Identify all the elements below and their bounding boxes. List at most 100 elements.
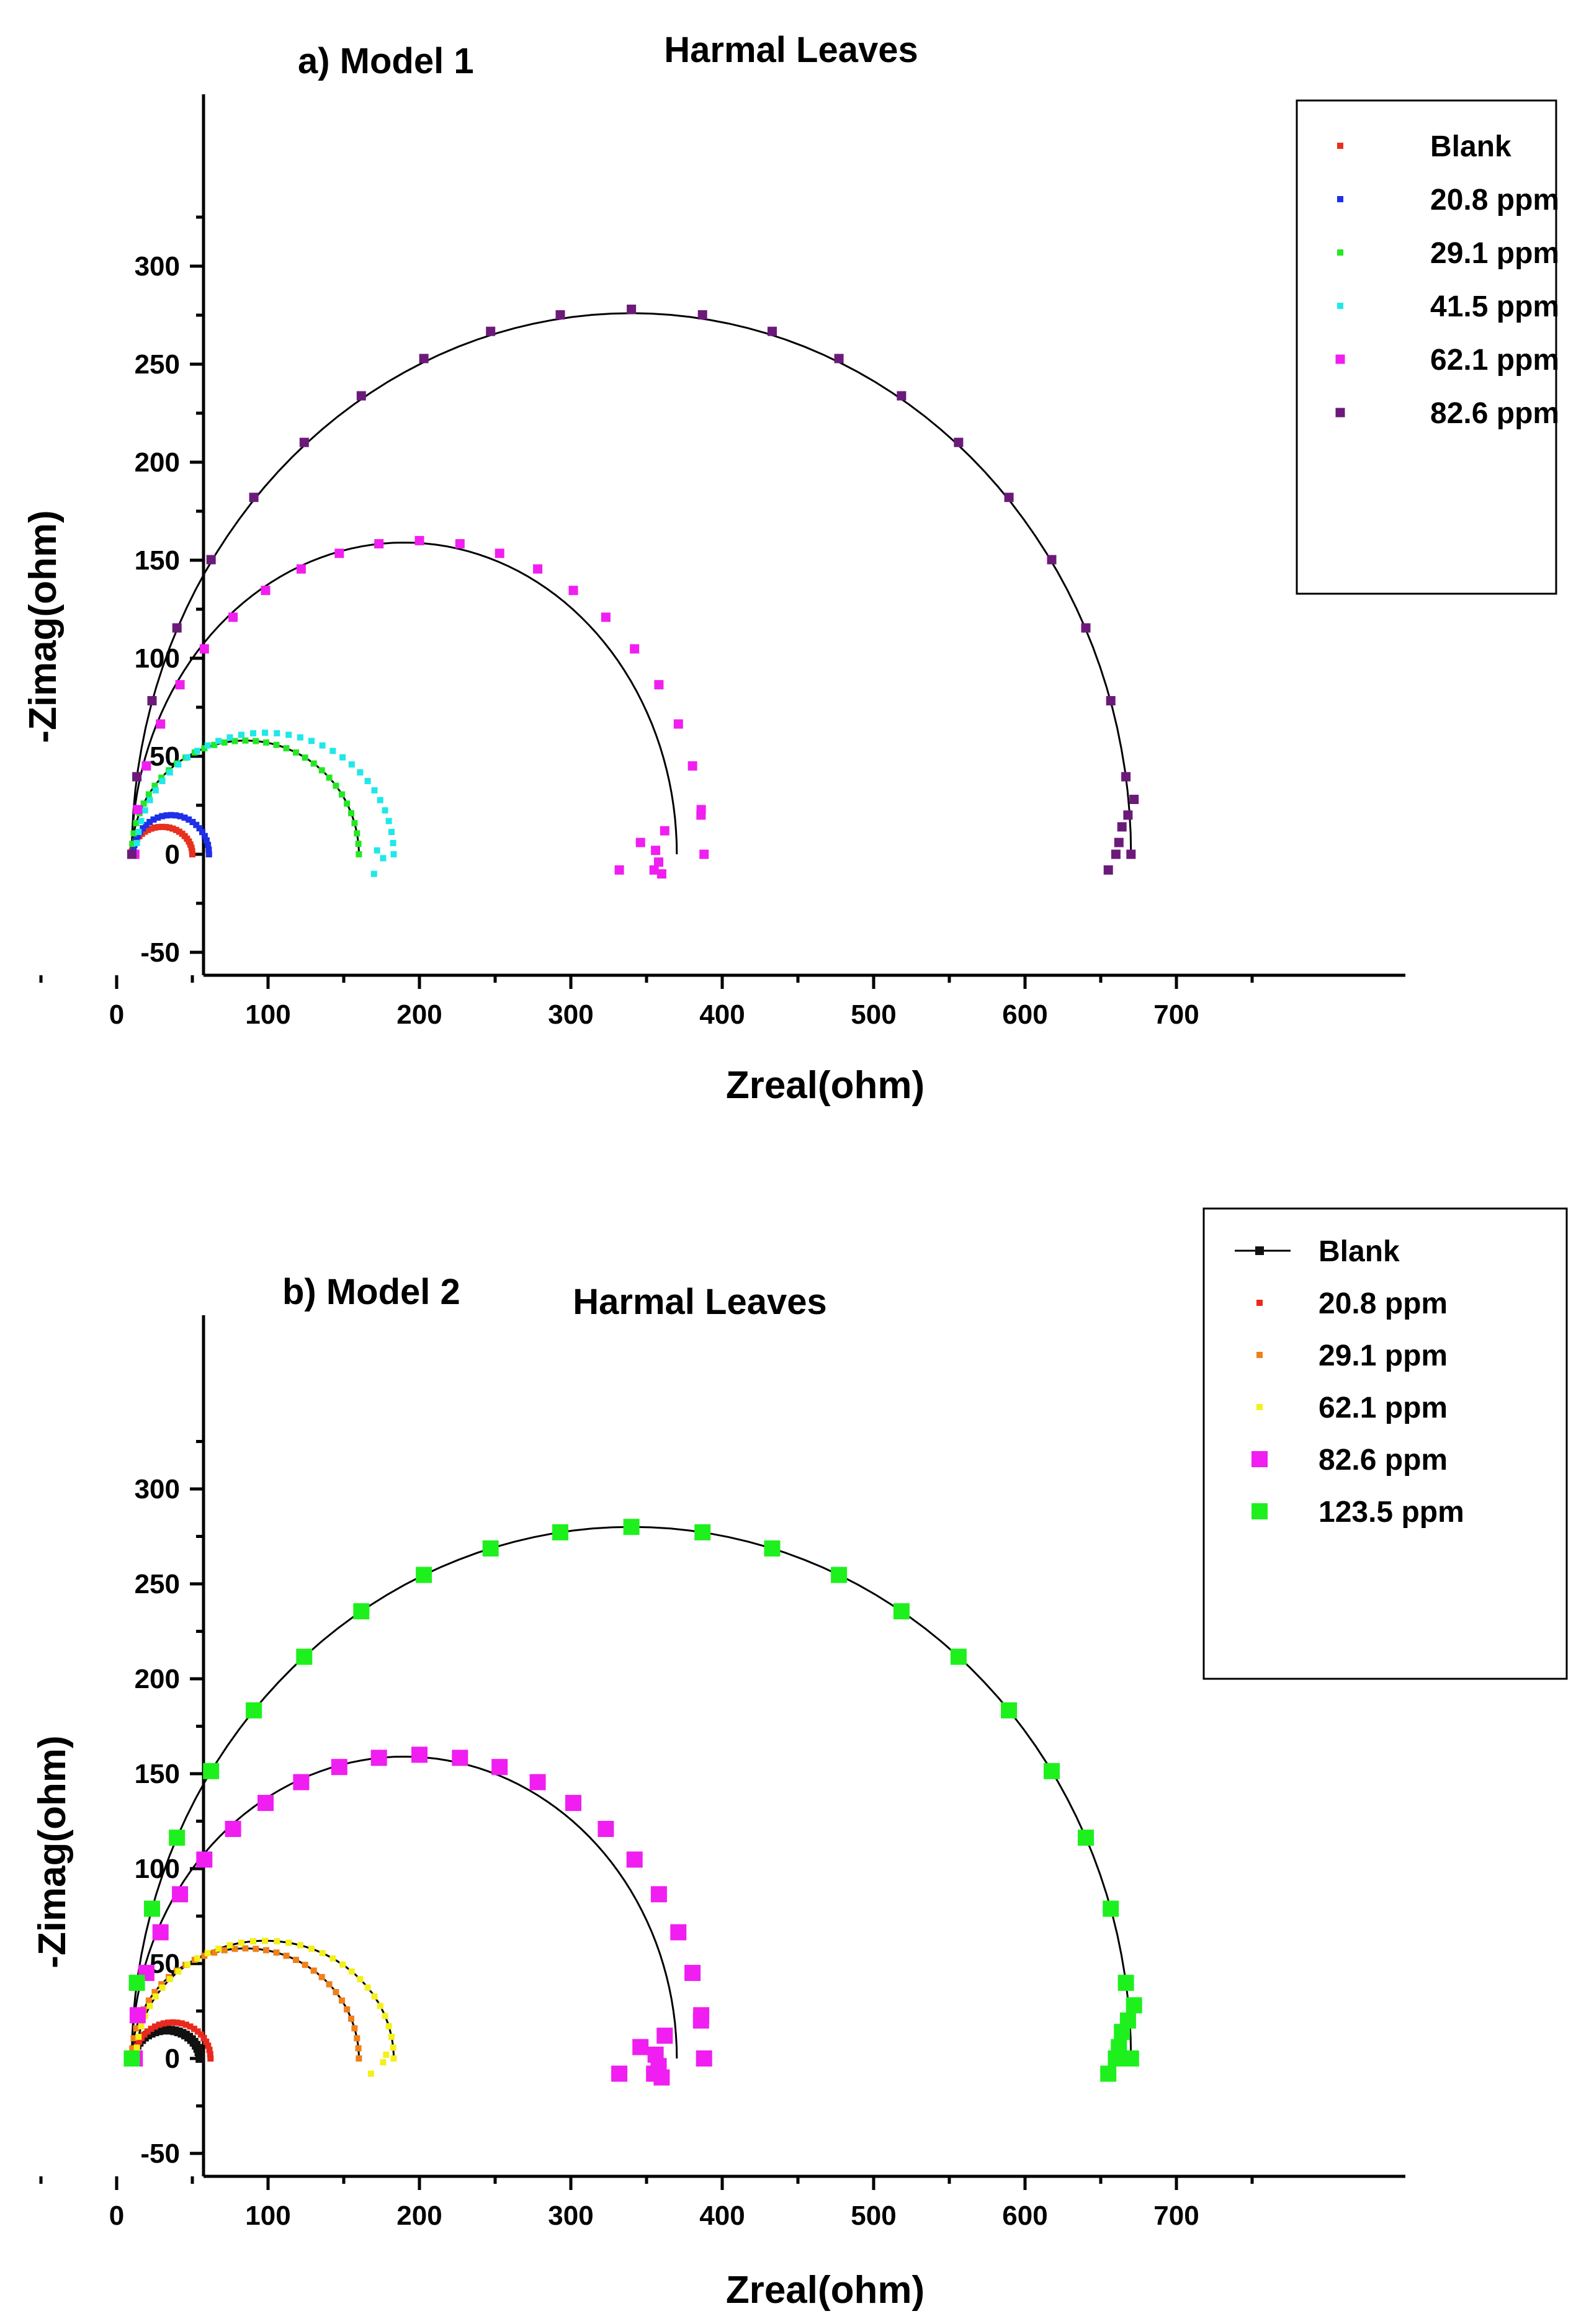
data-point xyxy=(893,1603,910,1620)
data-point xyxy=(1001,1702,1018,1718)
legend-marker xyxy=(1251,1503,1268,1519)
data-point xyxy=(831,1566,848,1583)
data-point xyxy=(318,767,325,774)
legend-box xyxy=(1202,1207,1568,1680)
data-point xyxy=(308,1946,315,1952)
data-point xyxy=(201,1952,208,1959)
data-point xyxy=(1117,1975,1134,1991)
x-tick-label: 700 xyxy=(1153,999,1199,1030)
fit-curve xyxy=(130,1755,678,2059)
data-point xyxy=(308,738,315,744)
x-tick-label: 0 xyxy=(109,2201,124,2231)
data-point xyxy=(160,2020,167,2027)
data-point xyxy=(348,761,355,768)
data-point xyxy=(146,797,153,803)
data-point xyxy=(364,1984,371,1991)
data-point xyxy=(136,2039,143,2045)
data-point xyxy=(130,830,137,837)
data-point xyxy=(221,739,228,746)
data-point xyxy=(285,1939,292,1946)
data-point xyxy=(159,1984,166,1991)
y-tick-label: 200 xyxy=(135,1664,180,1694)
data-point xyxy=(371,1993,378,2000)
data-point xyxy=(169,825,176,832)
chart-panel-b: b) Model 2 Harmal Leaves 0 100 200 300 400 50… xyxy=(31,1207,1568,2312)
data-point xyxy=(598,1821,614,1837)
data-point xyxy=(205,2042,212,2049)
data-point xyxy=(296,1648,313,1665)
data-point xyxy=(186,816,192,823)
data-point xyxy=(250,730,256,736)
data-point xyxy=(356,2055,362,2062)
data-point xyxy=(196,825,203,832)
data-point xyxy=(172,812,179,819)
data-point xyxy=(261,586,271,596)
data-point xyxy=(651,846,661,856)
data-point xyxy=(133,820,140,826)
data-point xyxy=(565,1795,581,1812)
data-point xyxy=(133,839,140,846)
y-tick-label: 150 xyxy=(135,1759,180,1789)
data-point xyxy=(495,548,504,558)
chart-title: Harmal Leaves xyxy=(573,1282,826,1322)
data-point xyxy=(184,754,191,761)
data-point xyxy=(156,719,166,729)
y-tick-label: 200 xyxy=(135,447,180,478)
data-point xyxy=(129,2045,136,2052)
data-point xyxy=(197,2031,204,2038)
data-point xyxy=(147,696,157,705)
legend-marker xyxy=(1337,143,1343,149)
legend-marker xyxy=(1256,1300,1263,1306)
data-point xyxy=(226,734,233,741)
data-point xyxy=(172,623,182,633)
data-point xyxy=(390,2055,397,2062)
data-point xyxy=(627,305,637,314)
data-point xyxy=(380,2059,387,2066)
data-point xyxy=(1044,1763,1060,1779)
data-point xyxy=(954,437,964,447)
data-point xyxy=(283,1952,290,1959)
legend-label: Blank xyxy=(1319,1235,1400,1268)
panel-label: a) Model 1 xyxy=(298,41,474,81)
x-tick-label: 100 xyxy=(245,999,290,1030)
data-point xyxy=(175,680,185,690)
data-point xyxy=(132,772,142,782)
legend-box xyxy=(1296,99,1557,595)
data-point xyxy=(302,754,308,761)
data-point xyxy=(482,1540,499,1557)
data-point xyxy=(135,2034,142,2040)
legend-label: 20.8 ppm xyxy=(1430,184,1559,217)
data-point xyxy=(140,825,146,832)
data-point xyxy=(1126,1997,1142,2014)
data-point xyxy=(182,2021,189,2028)
data-point xyxy=(225,1821,241,1837)
data-point xyxy=(211,741,218,748)
data-point xyxy=(195,2054,205,2063)
data-point xyxy=(158,1981,165,1988)
y-tick-label: 300 xyxy=(135,251,180,282)
data-point xyxy=(257,1795,274,1812)
data-point xyxy=(654,680,664,690)
data-point xyxy=(374,539,384,548)
data-point xyxy=(411,1746,428,1763)
data-point xyxy=(215,738,222,744)
data-point xyxy=(319,742,326,749)
data-point xyxy=(1114,838,1124,847)
data-point xyxy=(262,730,269,736)
data-point xyxy=(1126,849,1136,859)
x-tick-label: 600 xyxy=(1002,999,1047,1030)
data-point xyxy=(143,821,150,828)
data-point xyxy=(127,849,137,859)
data-point xyxy=(297,1942,303,1949)
data-point xyxy=(187,841,194,848)
data-point xyxy=(152,1924,169,1941)
data-point xyxy=(601,612,611,622)
data-point xyxy=(159,777,166,784)
data-point xyxy=(221,1947,228,1954)
data-point xyxy=(242,737,249,744)
data-point xyxy=(385,818,392,825)
data-point xyxy=(555,310,565,320)
x-tick-label: 500 xyxy=(851,999,896,1030)
data-point xyxy=(140,800,147,807)
data-point xyxy=(687,761,697,771)
